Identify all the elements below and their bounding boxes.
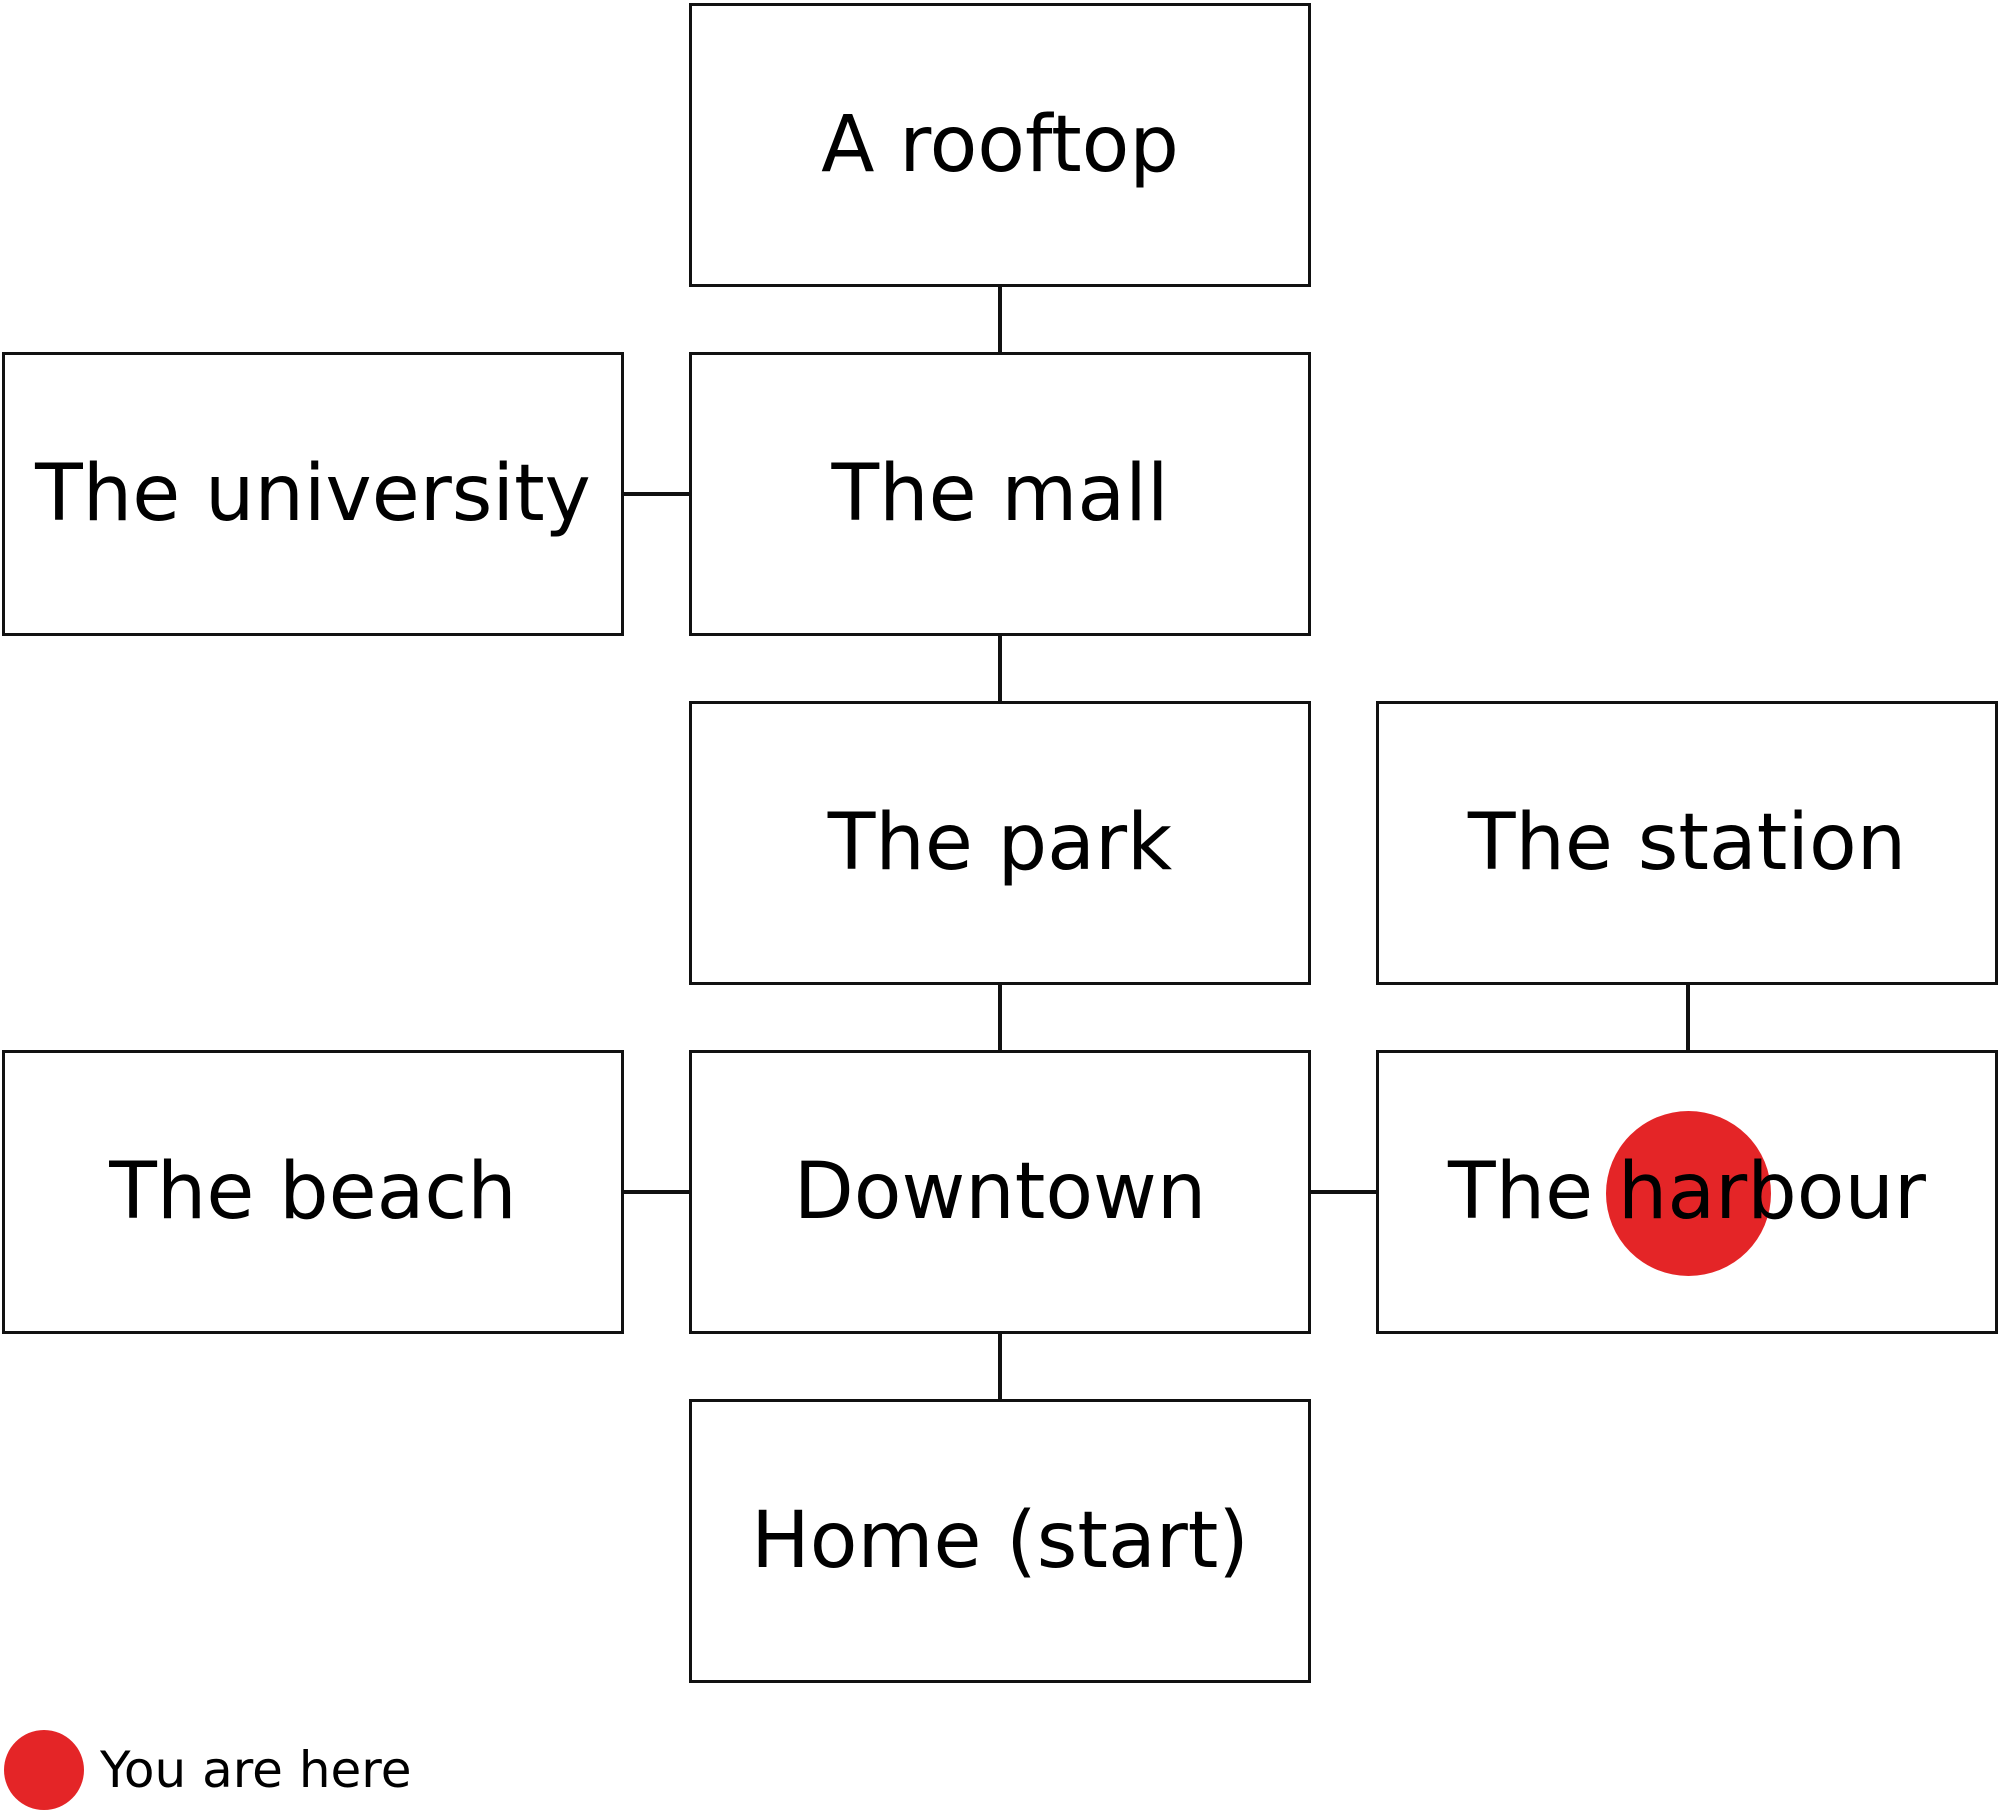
node-label-station: The station (1467, 798, 1907, 888)
node-university: The university (2, 352, 624, 636)
node-label-mall: The mall (831, 449, 1169, 539)
node-label-rooftop: A rooftop (821, 100, 1179, 190)
node-label-home: Home (start) (751, 1496, 1249, 1586)
node-label-harbour: The harbour (1448, 1147, 1926, 1237)
edge-rooftop-mall (998, 287, 1002, 352)
node-mall: The mall (689, 352, 1311, 636)
legend-label: You are here (100, 1741, 412, 1799)
legend-marker-dot (4, 1730, 84, 1810)
legend: You are here (4, 1730, 412, 1810)
edge-beach-downtown (624, 1190, 689, 1194)
you-are-here-marker (1606, 1111, 1771, 1276)
node-label-beach: The beach (109, 1147, 517, 1237)
node-rooftop: A rooftop (689, 3, 1311, 287)
edge-mall-park (998, 636, 1002, 701)
node-harbour: The harbour (1376, 1050, 1998, 1334)
node-park: The park (689, 701, 1311, 985)
edge-university-mall (624, 492, 689, 496)
node-beach: The beach (2, 1050, 624, 1334)
edge-downtown-home (998, 1334, 1002, 1399)
edge-downtown-harbour (1311, 1190, 1376, 1194)
edge-park-downtown (998, 985, 1002, 1050)
node-station: The station (1376, 701, 1998, 985)
edge-station-harbour (1686, 985, 1690, 1050)
node-label-university: The university (35, 449, 591, 539)
node-label-park: The park (827, 798, 1173, 888)
node-home: Home (start) (689, 1399, 1311, 1683)
node-downtown: Downtown (689, 1050, 1311, 1334)
node-label-downtown: Downtown (793, 1147, 1207, 1237)
